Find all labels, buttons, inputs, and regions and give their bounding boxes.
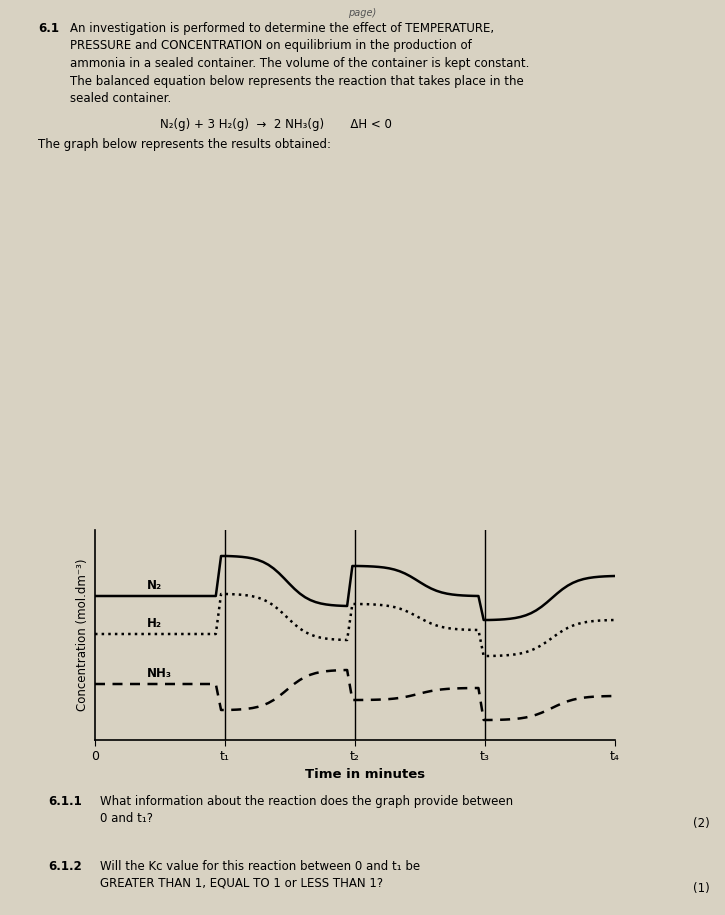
Text: Time in minutes: Time in minutes xyxy=(305,768,425,781)
Text: 6.1.2: 6.1.2 xyxy=(48,860,82,873)
Text: 6.1: 6.1 xyxy=(38,22,59,35)
Y-axis label: Concentration (mol.dm⁻³): Concentration (mol.dm⁻³) xyxy=(76,559,89,711)
Text: page): page) xyxy=(348,8,376,18)
Text: N₂: N₂ xyxy=(147,579,162,592)
Text: Will the Kᴄ value for this reaction between 0 and t₁ be
GREATER THAN 1, EQUAL TO: Will the Kᴄ value for this reaction betw… xyxy=(100,860,420,890)
Text: The graph below represents the results obtained:: The graph below represents the results o… xyxy=(38,138,331,151)
Text: What information about the reaction does the graph provide between
0 and t₁?: What information about the reaction does… xyxy=(100,795,513,825)
Text: (2): (2) xyxy=(693,817,710,830)
Text: NH₃: NH₃ xyxy=(147,667,172,680)
Text: H₂: H₂ xyxy=(147,617,162,630)
Text: N₂(g) + 3 H₂(g)  →  2 NH₃(g)       ΔH < 0: N₂(g) + 3 H₂(g) → 2 NH₃(g) ΔH < 0 xyxy=(160,118,392,131)
Text: 6.1.1: 6.1.1 xyxy=(48,795,82,808)
Text: An investigation is performed to determine the effect of TEMPERATURE,
PRESSURE a: An investigation is performed to determi… xyxy=(70,22,529,105)
Text: (1): (1) xyxy=(693,882,710,895)
